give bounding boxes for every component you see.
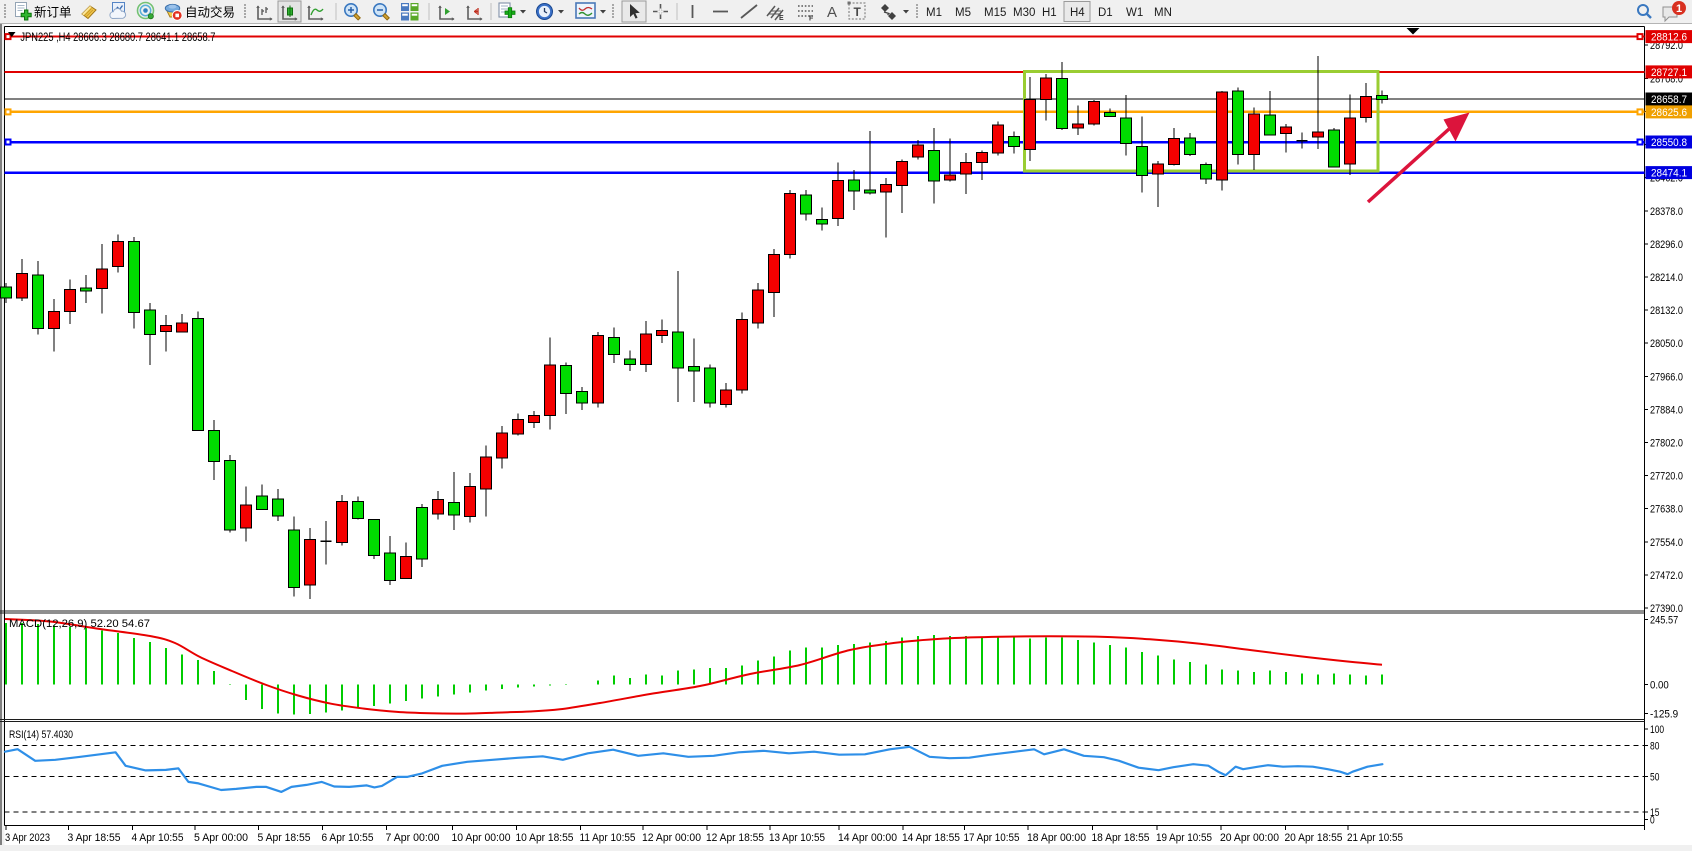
svg-text:15: 15 [1650,807,1659,819]
svg-text:28050.0: 28050.0 [1650,338,1683,350]
svg-text:D1: D1 [1098,7,1113,19]
svg-text:M1: M1 [926,7,942,19]
svg-text:0.00: 0.00 [1650,680,1669,692]
svg-text:5 Apr 00:00: 5 Apr 00:00 [194,832,248,844]
svg-text:6 Apr 10:55: 6 Apr 10:55 [322,832,374,844]
svg-text:11 Apr 10:55: 11 Apr 10:55 [580,832,636,844]
svg-text:MN: MN [1154,7,1172,19]
svg-text:100: 100 [1650,724,1664,736]
svg-text:28658.7: 28658.7 [1651,94,1687,106]
svg-text:4 Apr 10:55: 4 Apr 10:55 [132,832,184,844]
svg-text:10 Apr 00:00: 10 Apr 00:00 [452,832,511,844]
svg-text:27390.0: 27390.0 [1650,603,1683,615]
svg-text:20 Apr 00:00: 20 Apr 00:00 [1220,832,1279,844]
svg-text:7 Apr 00:00: 7 Apr 00:00 [386,832,440,844]
svg-text:14 Apr 18:55: 14 Apr 18:55 [902,832,960,844]
svg-text:H1: H1 [1042,7,1057,19]
svg-text:RSI(14) 57.4030: RSI(14) 57.4030 [9,729,73,741]
svg-text:28727.1: 28727.1 [1651,67,1687,79]
svg-text:50: 50 [1650,772,1659,784]
svg-text:M30: M30 [1013,7,1035,19]
svg-text:14 Apr 00:00: 14 Apr 00:00 [838,832,897,844]
svg-text:27554.0: 27554.0 [1650,537,1683,549]
svg-text:10 Apr 18:55: 10 Apr 18:55 [516,832,574,844]
svg-text:28132.0: 28132.0 [1650,305,1683,317]
svg-text:28214.0: 28214.0 [1650,272,1683,284]
svg-text:12 Apr 00:00: 12 Apr 00:00 [642,832,701,844]
svg-text:27638.0: 27638.0 [1650,503,1683,515]
svg-text:27802.0: 27802.0 [1650,437,1683,449]
svg-text:MACD(12,26,9) 52.20 54.67: MACD(12,26,9) 52.20 54.67 [9,618,150,630]
svg-text:28625.6: 28625.6 [1651,107,1687,119]
svg-text:12 Apr 18:55: 12 Apr 18:55 [706,832,764,844]
svg-text:M5: M5 [955,7,971,19]
svg-text:18 Apr 18:55: 18 Apr 18:55 [1092,832,1150,844]
svg-text:17 Apr 10:55: 17 Apr 10:55 [964,832,1020,844]
svg-text:27720.0: 27720.0 [1650,470,1683,482]
svg-text:20 Apr 18:55: 20 Apr 18:55 [1285,832,1343,844]
svg-text:27884.0: 27884.0 [1650,405,1683,417]
svg-text:13 Apr 10:55: 13 Apr 10:55 [769,832,825,844]
svg-text:27472.0: 27472.0 [1650,570,1683,582]
svg-text:自动交易: 自动交易 [185,5,235,20]
svg-text:新订单: 新订单 [34,5,72,20]
svg-text:3 Apr 18:55: 3 Apr 18:55 [68,832,121,844]
svg-text:H4: H4 [1070,7,1085,19]
svg-text:28296.0: 28296.0 [1650,239,1683,251]
svg-text:28378.0: 28378.0 [1650,206,1683,218]
svg-text:28550.8: 28550.8 [1651,137,1687,149]
svg-text:1: 1 [1676,3,1682,15]
svg-text:18 Apr 00:00: 18 Apr 00:00 [1027,832,1086,844]
svg-text:245.57: 245.57 [1650,614,1678,626]
svg-text:A: A [827,4,837,21]
svg-text:3 Apr 2023: 3 Apr 2023 [5,832,50,844]
svg-text:5 Apr 18:55: 5 Apr 18:55 [258,832,311,844]
svg-text:F: F [809,16,814,23]
svg-text:T: T [854,5,862,19]
svg-text:-125.9: -125.9 [1650,709,1678,721]
svg-text:W1: W1 [1126,7,1143,19]
svg-text:28812.6: 28812.6 [1651,32,1687,44]
svg-text:E: E [779,15,784,22]
svg-text:0: 0 [1650,815,1655,827]
svg-text:27966.0: 27966.0 [1650,372,1683,384]
svg-text:80: 80 [1650,741,1659,753]
svg-text:JPN225 ,H4 28666.3 28680.7 28: JPN225 ,H4 28666.3 28680.7 28641.1 28658… [20,32,215,44]
svg-text:28474.1: 28474.1 [1651,168,1687,180]
svg-text:M15: M15 [984,7,1006,19]
svg-text:19 Apr 10:55: 19 Apr 10:55 [1156,832,1212,844]
svg-text:21 Apr 10:55: 21 Apr 10:55 [1347,832,1403,844]
